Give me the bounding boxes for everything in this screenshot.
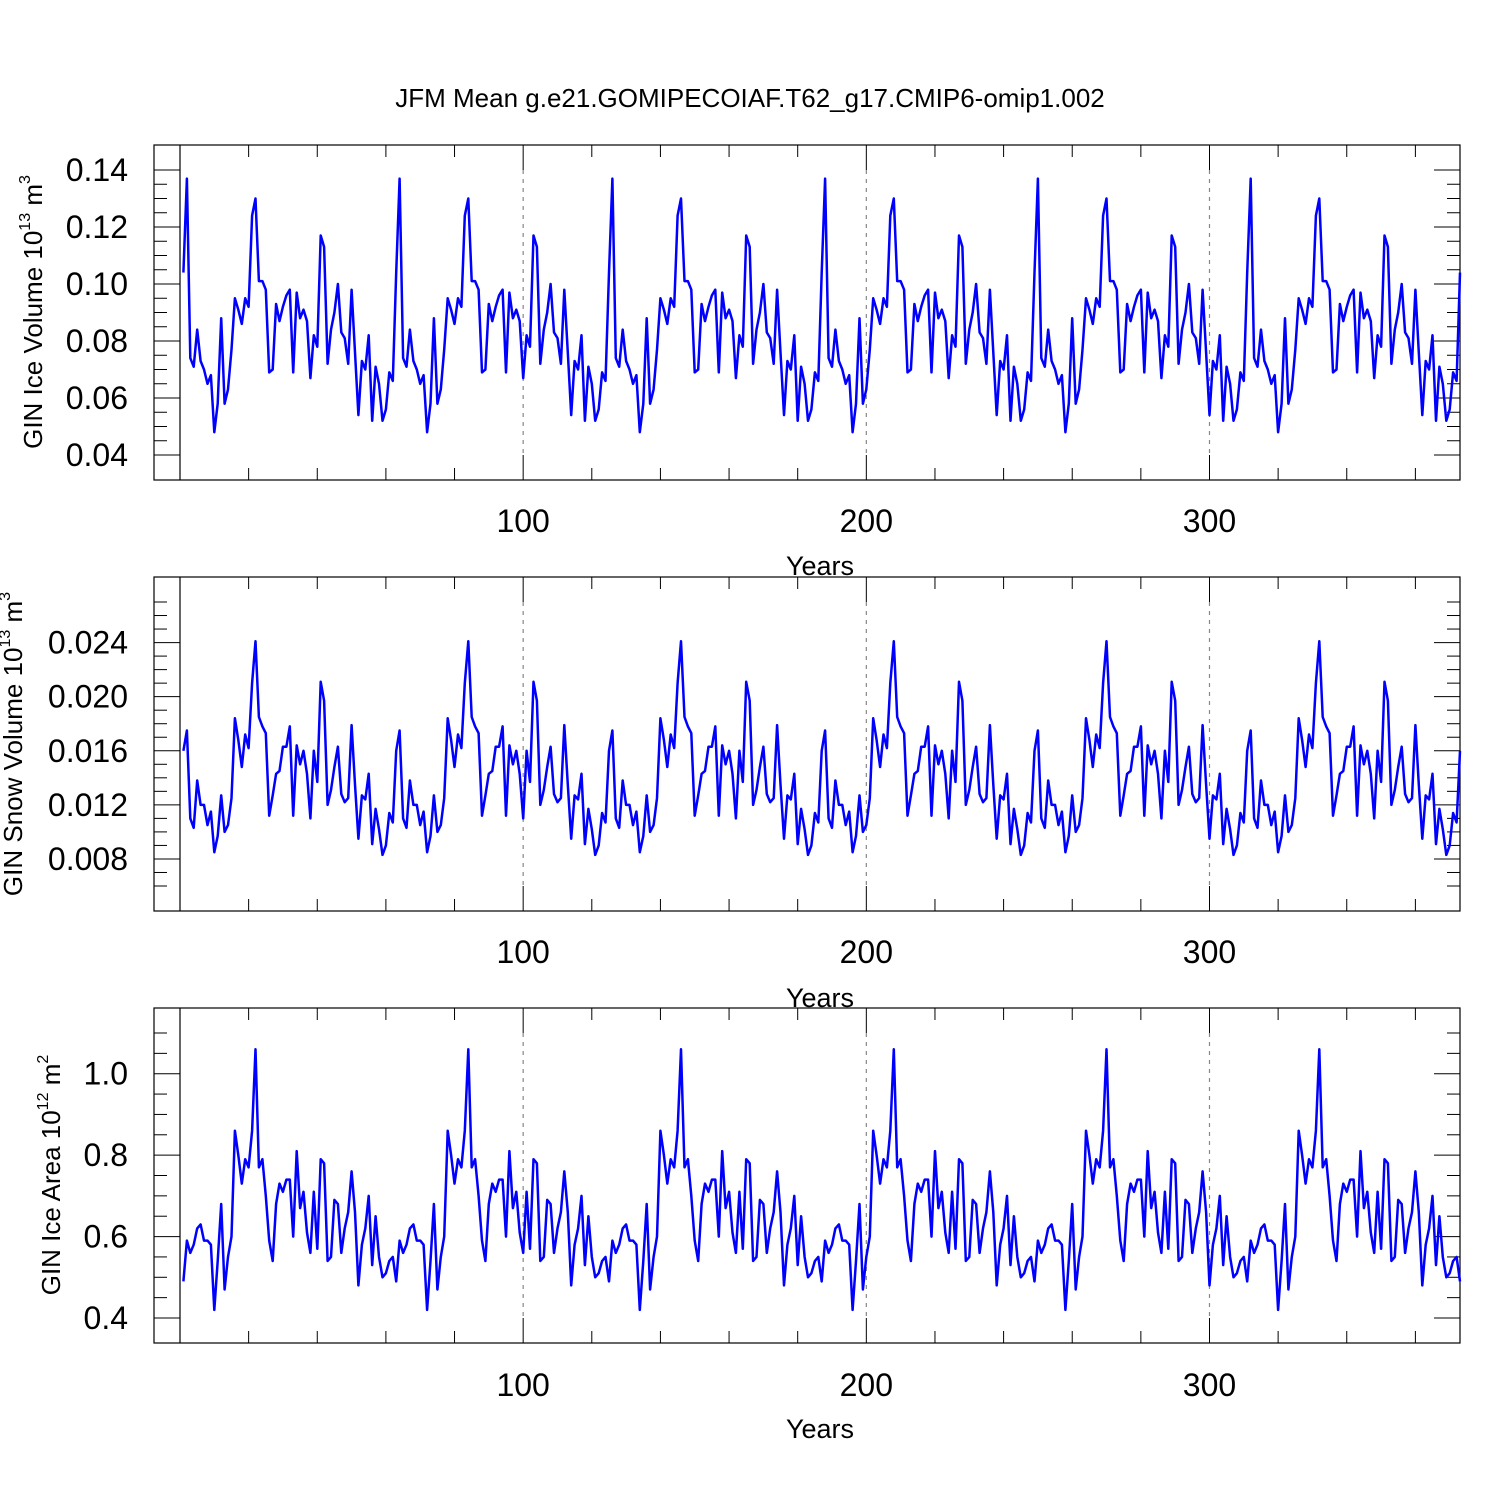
y-axis-label-unit-exponent: 3 xyxy=(17,175,34,184)
plot-frame xyxy=(153,576,1461,912)
y-tick-label: 0.06 xyxy=(66,380,128,416)
x-tick-label: 300 xyxy=(1183,934,1236,970)
y-tick-label: 0.6 xyxy=(84,1219,128,1255)
x-tick-label: 200 xyxy=(840,1367,893,1403)
x-tick-label: 100 xyxy=(496,503,549,539)
y-tick-label: 0.14 xyxy=(66,152,128,188)
chart-title: JFM Mean g.e21.GOMIPECOIAF.T62_g17.CMIP6… xyxy=(395,83,1105,113)
y-tick-label: 0.020 xyxy=(48,679,128,715)
x-tick-label: 200 xyxy=(840,503,893,539)
y-axis-label-unit: m xyxy=(36,1064,66,1093)
series-line xyxy=(182,639,1462,857)
x-tick-label: 300 xyxy=(1183,503,1236,539)
y-tick-label: 0.4 xyxy=(84,1300,128,1336)
x-axis-label: Years xyxy=(786,551,854,581)
y-axis-label-unit-exponent: 2 xyxy=(35,1055,52,1064)
series-line xyxy=(182,1048,1462,1312)
panel-ice-area: 0.4 0.6 0.8 1.0 100 200 300 Years GIN Ice Area 1… xyxy=(35,1007,1462,1444)
x-tick-label: 300 xyxy=(1183,1367,1236,1403)
y-axis-label: GIN Ice Volume 1013 m3 xyxy=(17,175,48,449)
y-tick-label: 0.12 xyxy=(66,209,128,245)
y-tick-label: 0.8 xyxy=(84,1137,128,1173)
y-tick-label: 0.10 xyxy=(66,266,128,302)
y-tick-label: 0.024 xyxy=(48,625,128,661)
y-axis-label-unit-exponent: 3 xyxy=(0,592,14,601)
y-tick-label: 0.016 xyxy=(48,733,128,769)
y-axis-label-exponent: 13 xyxy=(0,630,14,648)
x-tick-label: 100 xyxy=(496,934,549,970)
y-tick-label: 0.012 xyxy=(48,787,128,823)
y-tick-label: 0.08 xyxy=(66,323,128,359)
y-axis-label-exponent: 12 xyxy=(35,1092,52,1110)
panels-group: 0.04 0.06 0.08 0.10 0.12 0.14 100 200 300 Years GI… xyxy=(0,144,1462,1444)
y-tick-label: 0.008 xyxy=(48,841,128,877)
y-axis-label-unit: m xyxy=(0,601,28,630)
y-axis-label-unit: m xyxy=(18,184,48,213)
y-axis-label-main: GIN Ice Area 10 xyxy=(36,1110,66,1295)
panel-ice-volume: 0.04 0.06 0.08 0.10 0.12 0.14 100 200 300 Years GI… xyxy=(17,144,1462,581)
y-axis-label-main: GIN Ice Volume 10 xyxy=(18,231,48,449)
y-tick-label: 1.0 xyxy=(84,1056,128,1092)
y-axis-label: GIN Snow Volume 1013 m3 xyxy=(0,592,28,896)
x-tick-label: 200 xyxy=(840,934,893,970)
plot-frame xyxy=(153,1007,1461,1344)
x-tick-label: 100 xyxy=(496,1367,549,1403)
y-axis-label-exponent: 13 xyxy=(17,213,34,231)
series-line xyxy=(182,177,1462,434)
x-axis-label: Years xyxy=(786,1414,854,1444)
y-tick-label: 0.04 xyxy=(66,437,128,473)
y-axis-label: GIN Ice Area 1012 m2 xyxy=(35,1055,66,1296)
y-axis-label-main: GIN Snow Volume 10 xyxy=(0,648,28,897)
